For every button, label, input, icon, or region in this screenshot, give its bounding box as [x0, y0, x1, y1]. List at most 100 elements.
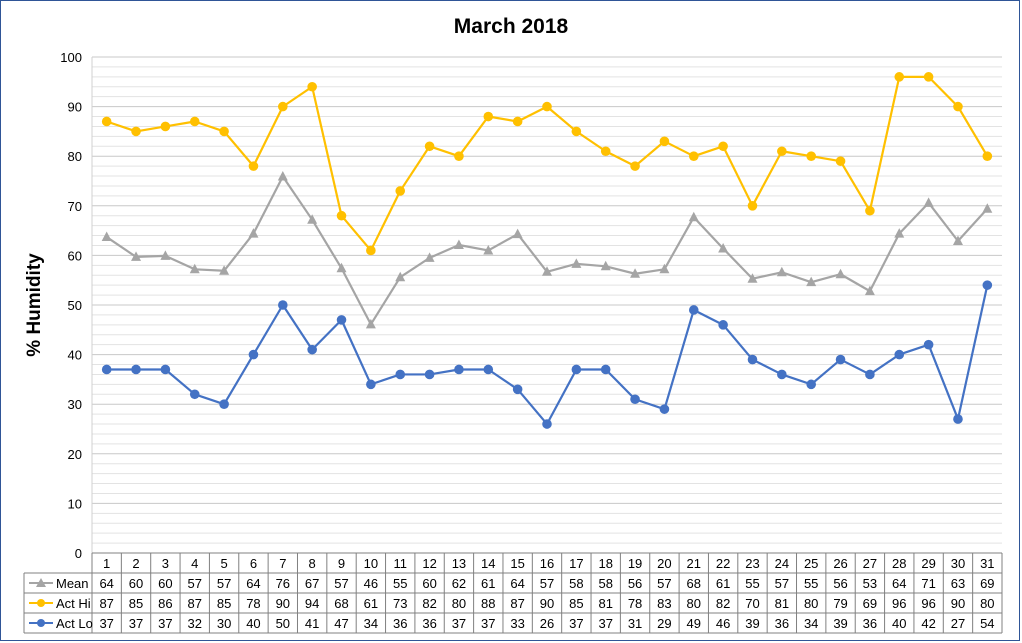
x-category-label: 30: [951, 556, 965, 571]
data-point: [189, 116, 200, 127]
data-point: [894, 72, 905, 82]
x-category-label: 28: [892, 556, 906, 571]
y-tick-label: 0: [75, 546, 82, 561]
x-category-label: 13: [452, 556, 466, 571]
data-point: [365, 318, 376, 329]
table-value-cell: 63: [951, 576, 965, 591]
series-mean: [101, 171, 993, 329]
data-point: [864, 285, 875, 296]
table-value-cell: 27: [951, 616, 965, 631]
data-point: [219, 126, 229, 137]
data-point: [923, 72, 934, 82]
table-value-cell: 73: [393, 596, 407, 611]
table-value-cell: 57: [217, 576, 231, 591]
table-value-cell: 55: [393, 576, 407, 591]
y-tick-label: 100: [60, 50, 82, 65]
table-value-cell: 87: [510, 596, 524, 611]
data-point: [512, 116, 523, 127]
legend-series-name: Mean: [56, 576, 89, 591]
table-value-cell: 30: [217, 616, 231, 631]
table-value-cell: 78: [246, 596, 260, 611]
table-value-cell: 82: [422, 596, 436, 611]
table-value-cell: 36: [775, 616, 789, 631]
table-value-cell: 34: [364, 616, 378, 631]
table-value-cell: 47: [334, 616, 348, 631]
table-value-cell: 85: [217, 596, 231, 611]
data-point: [630, 268, 641, 278]
table-value-cell: 32: [188, 616, 202, 631]
table-value-cell: 87: [99, 596, 113, 611]
table-value-cell: 56: [628, 576, 642, 591]
table-value-cell: 96: [892, 596, 906, 611]
data-point: [923, 339, 934, 350]
table-value-cell: 81: [775, 596, 789, 611]
data-point: [718, 320, 728, 330]
data-point: [777, 146, 787, 157]
x-category-label: 1: [103, 556, 110, 571]
data-point: [630, 394, 640, 405]
data-point: [747, 201, 758, 211]
table-value-cell: 96: [921, 596, 935, 611]
data-point: [835, 268, 846, 279]
data-point: [219, 399, 229, 410]
data-point: [189, 389, 200, 400]
table-value-cell: 64: [892, 576, 906, 591]
table-value-cell: 86: [158, 596, 172, 611]
data-point: [248, 228, 259, 238]
table-value-cell: 54: [980, 616, 994, 631]
data-point: [424, 141, 435, 152]
table-value-cell: 36: [863, 616, 877, 631]
data-point: [307, 214, 318, 224]
data-point: [336, 315, 347, 325]
data-table: 1 2 3 4 5 6 7 8 9 10 11 12 13 14 15 16 17 18 19 20 21 22 23 24 2…: [23, 552, 1003, 634]
table-value-cell: 36: [393, 616, 407, 631]
data-point: [101, 231, 112, 242]
x-category-label: 7: [279, 556, 286, 571]
table-value-cell: 79: [833, 596, 847, 611]
data-point: [278, 101, 288, 112]
x-category-label: 11: [393, 556, 407, 571]
table-value-cell: 37: [598, 616, 612, 631]
data-point: [953, 414, 963, 424]
data-point: [953, 101, 963, 112]
data-point: [131, 364, 141, 375]
data-point: [571, 364, 582, 375]
data-point: [600, 146, 611, 157]
x-category-label: 23: [745, 556, 759, 571]
series-lines: [101, 72, 993, 429]
data-point: [131, 126, 141, 137]
table-value-cell: 80: [980, 596, 994, 611]
data-point: [101, 116, 112, 127]
data-point: [366, 245, 376, 256]
table-value-cell: 87: [188, 596, 202, 611]
data-point: [718, 242, 729, 253]
data-point: [600, 260, 611, 271]
table-value-cell: 64: [510, 576, 524, 591]
y-tick-label: 30: [68, 397, 82, 412]
data-point: [336, 262, 347, 273]
table-value-cell: 56: [833, 576, 847, 591]
data-point: [248, 161, 259, 171]
data-point: [571, 126, 582, 137]
data-point: [512, 384, 523, 395]
data-point: [454, 364, 464, 375]
data-point: [366, 379, 376, 390]
data-point: [894, 228, 905, 238]
data-point: [600, 364, 611, 375]
data-point: [542, 101, 552, 112]
table-value-cell: 55: [804, 576, 818, 591]
y-tick-label: 70: [68, 199, 82, 214]
y-tick-label: 10: [68, 496, 82, 511]
data-point: [160, 121, 171, 132]
x-category-label: 27: [863, 556, 877, 571]
table-value-cell: 71: [921, 576, 935, 591]
x-category-label: 5: [220, 556, 227, 571]
data-point: [307, 81, 317, 92]
x-category-label: 3: [162, 556, 169, 571]
chart-title: March 2018: [454, 15, 569, 38]
table-value-cell: 67: [305, 576, 319, 591]
table-value-cell: 60: [129, 576, 143, 591]
table-value-cell: 31: [628, 616, 642, 631]
table-value-cell: 37: [481, 616, 495, 631]
